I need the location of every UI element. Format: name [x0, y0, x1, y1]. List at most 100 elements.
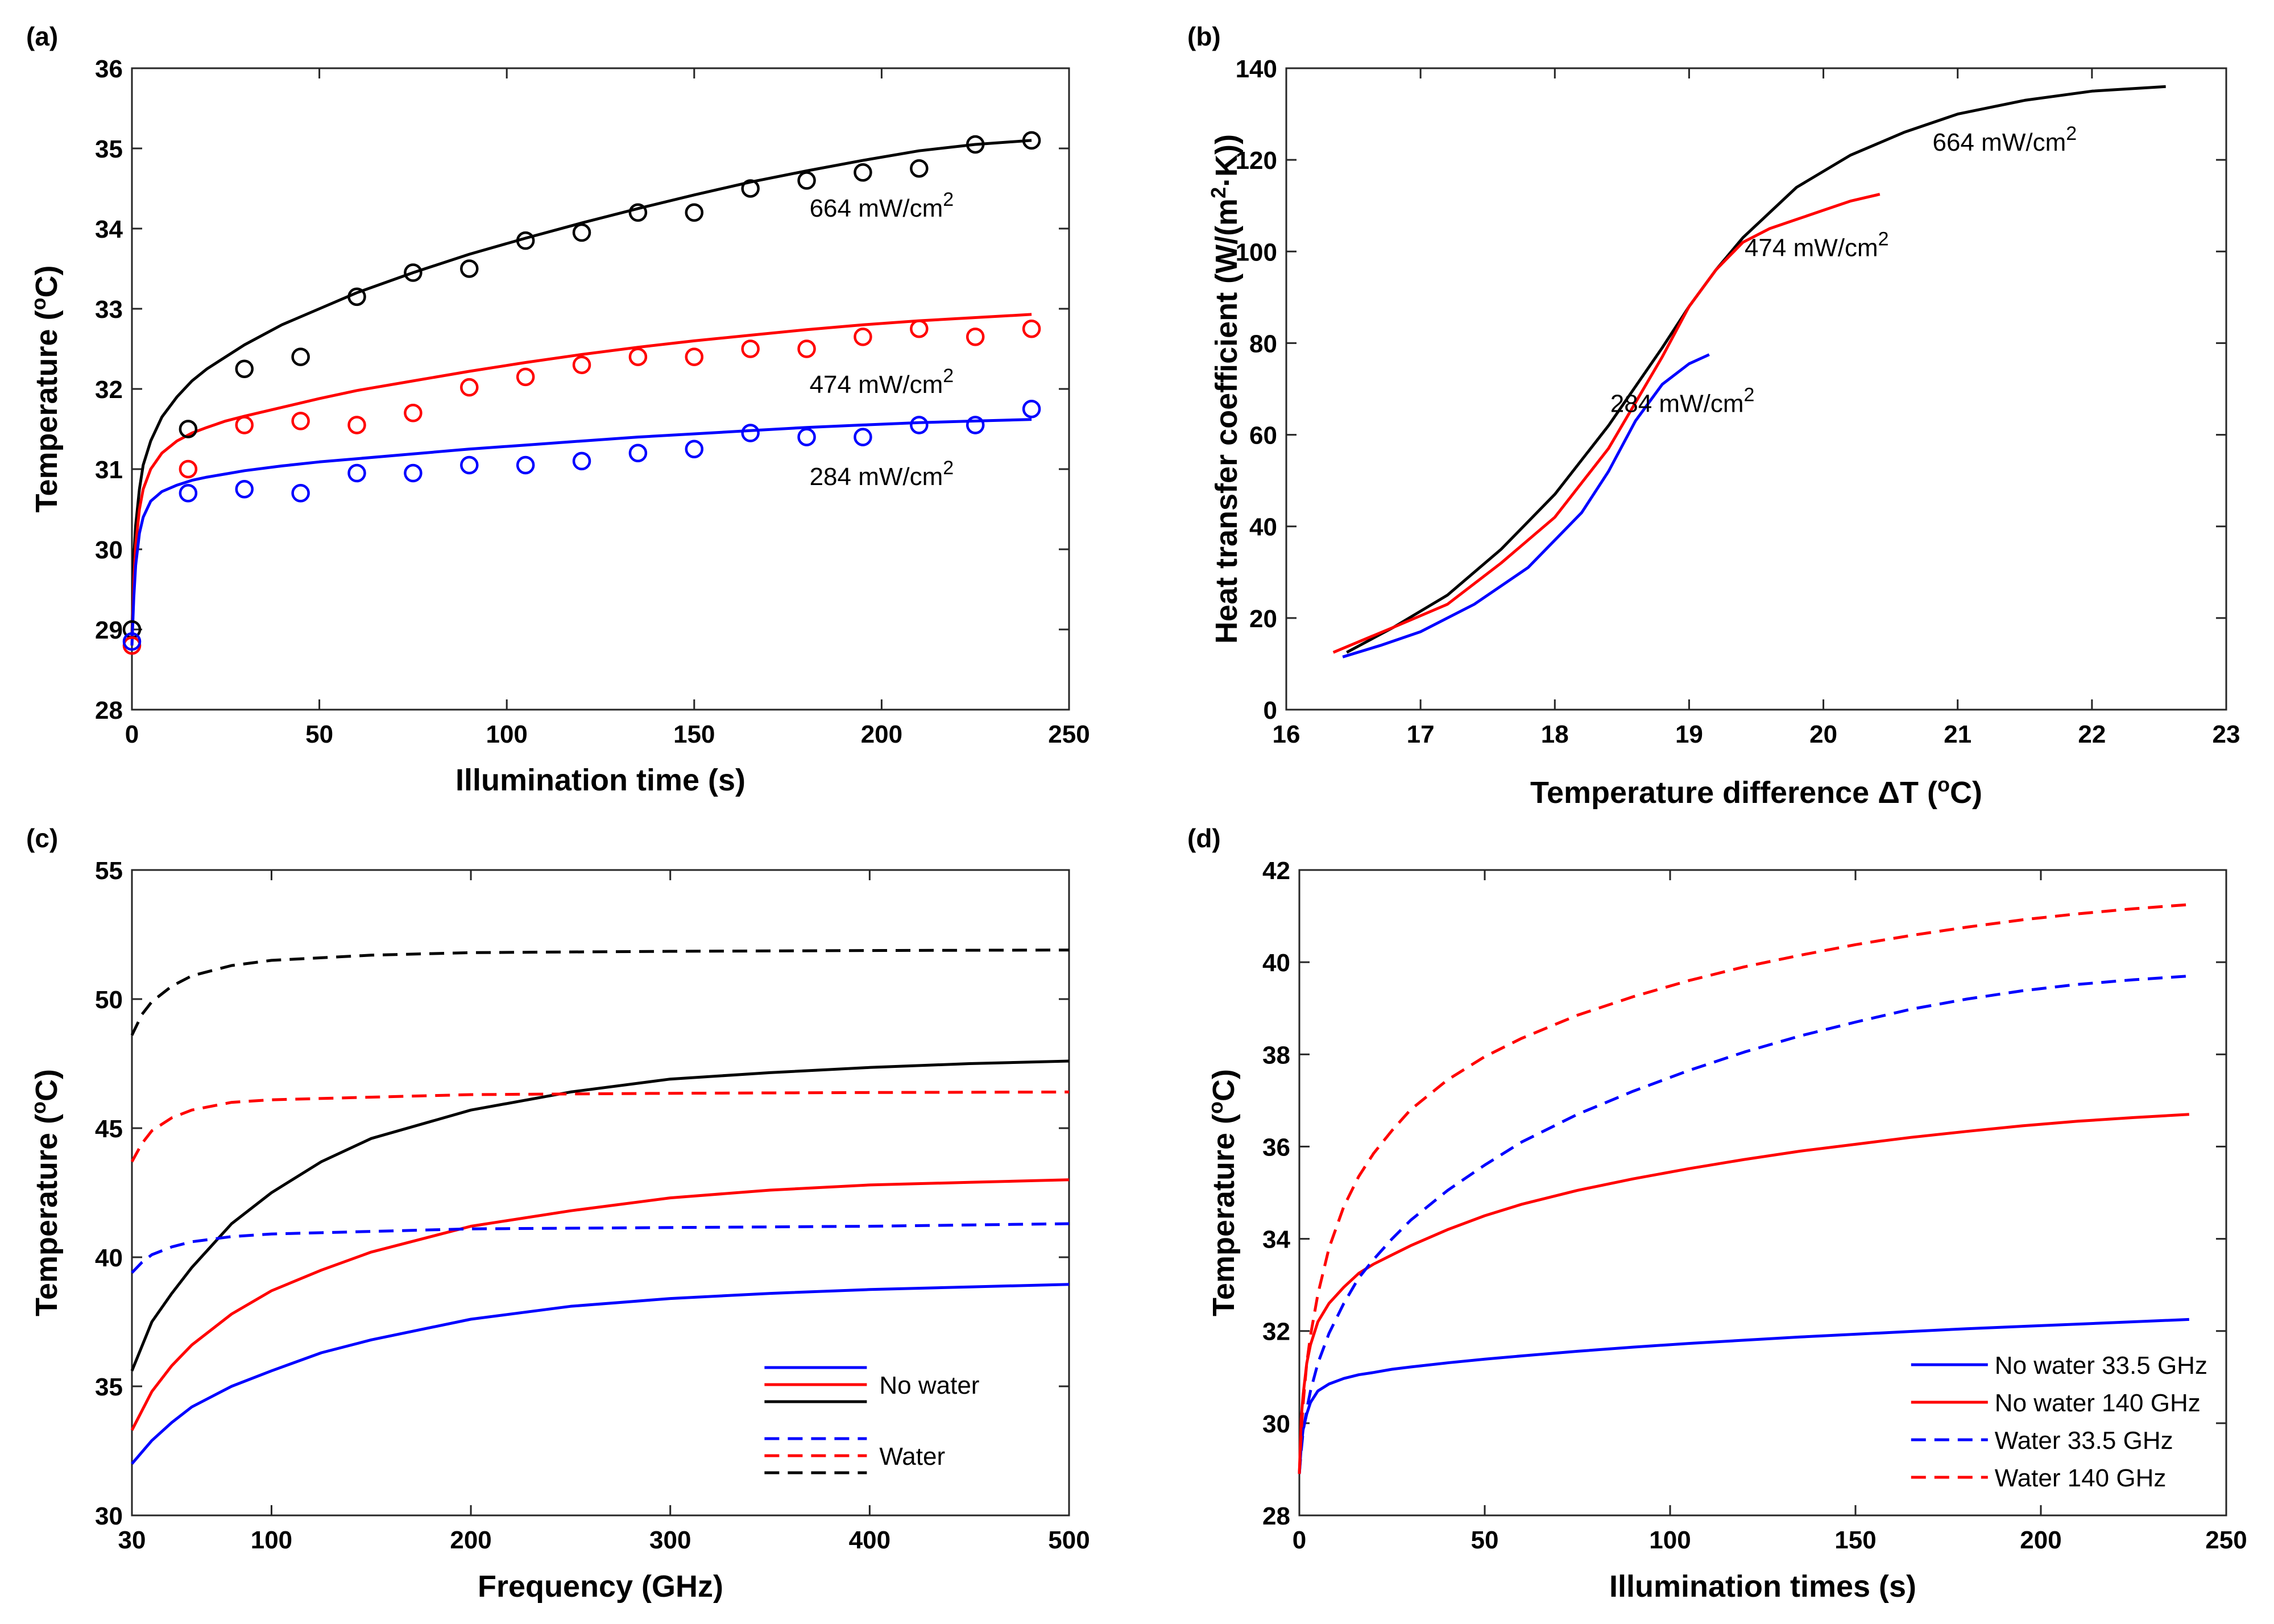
series-line [1298, 903, 2189, 1474]
data-point [516, 231, 535, 250]
y-tick-label: 0 [1264, 697, 1277, 724]
y-tick-label: 20 [1249, 605, 1277, 633]
y-tick-label: 140 [1236, 55, 1277, 83]
x-axis-title: Frequency (GHz) [478, 1569, 723, 1604]
y-axis-title: Heat transfer coefficient (W/(m2·K)) [1207, 134, 1244, 644]
panel-d: (d) 0 50 100 150 200 250 28 30 32 34 36 38 40 42 Illumi… [1187, 823, 2247, 1604]
x-tick-label: 500 [1048, 1526, 1090, 1554]
x-tick-label: 200 [861, 720, 902, 748]
x-tick-label: 0 [125, 720, 139, 748]
data-point [741, 424, 760, 442]
series-annotation: 664 mW/cm2 [1933, 123, 2077, 156]
y-tick-label: 36 [95, 55, 123, 83]
data-point [291, 412, 310, 430]
data-point [910, 416, 929, 434]
series-line [130, 139, 1032, 638]
y-tick-label: 34 [1262, 1226, 1290, 1254]
data-point [854, 163, 872, 182]
x-tick-label: 19 [1675, 720, 1703, 748]
x-tick-label: 21 [1944, 720, 1971, 748]
data-point [628, 203, 648, 222]
x-axis-title: Illumination time (s) [455, 763, 745, 797]
y-tick-label: 60 [1249, 422, 1277, 450]
data-point [572, 451, 591, 471]
data-point [347, 287, 366, 306]
y-tick-label: 33 [95, 296, 123, 324]
series-line [130, 313, 1032, 646]
x-tick-label: 23 [2213, 720, 2240, 748]
y-tick-label: 34 [95, 216, 123, 243]
y-tick-label: 40 [95, 1244, 123, 1272]
panel-label: (b) [1187, 22, 1221, 51]
legend-label: No water [879, 1372, 979, 1399]
data-point [1022, 400, 1041, 419]
series-line [131, 1222, 1070, 1274]
panel-a: (a) 0 50 100 150 200 250 28 29 30 31 32 33 34 35 36 Illu… [26, 22, 1090, 797]
series-line [1332, 193, 1880, 654]
plot-frame [1298, 869, 2227, 1517]
x-tick-label: 100 [486, 720, 527, 748]
x-tick-label: 22 [2078, 720, 2106, 748]
y-tick-label: 35 [95, 135, 123, 163]
series-line [130, 1059, 1070, 1372]
series-annotation: 284 mW/cm2 [1610, 384, 1755, 417]
x-tick-label: 20 [1809, 720, 1837, 748]
legend-label: Water [879, 1443, 945, 1470]
series-line [130, 418, 1032, 646]
data-point [685, 347, 704, 366]
data-point [235, 359, 254, 378]
y-tick-label: 40 [1262, 949, 1290, 977]
x-tick-label: 30 [118, 1526, 146, 1554]
legend-label: Water 140 GHz [1995, 1464, 2167, 1492]
data-point [572, 355, 591, 374]
data-point [572, 223, 591, 242]
legend-label: Water 33.5 GHz [1995, 1427, 2173, 1455]
data-point [1022, 320, 1041, 338]
legend: No water Water [764, 1366, 979, 1474]
y-tick-label: 31 [95, 456, 123, 484]
y-tick-label: 35 [95, 1373, 123, 1401]
panel-label: (c) [26, 823, 58, 853]
data-point [910, 320, 929, 338]
series-annotation: 474 mW/cm2 [1745, 228, 1889, 262]
x-tick-label: 150 [673, 720, 715, 748]
x-tick-label: 200 [2020, 1526, 2061, 1554]
y-tick-label: 100 [1236, 238, 1277, 266]
y-tick-label: 55 [95, 857, 123, 885]
series-annotation: 474 mW/cm2 [810, 365, 954, 399]
series-annotation: 284 mW/cm2 [810, 457, 954, 491]
x-tick-label: 250 [2205, 1526, 2247, 1554]
data-point [910, 159, 929, 178]
data-point [966, 416, 985, 434]
y-tick-label: 32 [95, 376, 123, 404]
data-point [291, 347, 310, 366]
y-tick-label: 45 [95, 1115, 123, 1143]
data-point [347, 463, 366, 483]
y-tick-label: 40 [1249, 513, 1277, 541]
panel-label: (a) [26, 22, 58, 51]
data-point [797, 428, 816, 446]
y-tick-label: 32 [1262, 1318, 1290, 1346]
y-axis-title: Temperature (oC) [27, 1069, 64, 1316]
series-line [1298, 1113, 2189, 1474]
x-tick-label: 0 [1293, 1526, 1306, 1554]
data-point [685, 203, 704, 222]
x-tick-label: 200 [450, 1526, 491, 1554]
data-point [628, 444, 648, 463]
data-point [685, 440, 704, 458]
y-tick-label: 30 [95, 1502, 123, 1530]
series-line [130, 1178, 1070, 1431]
y-tick-label: 30 [95, 536, 123, 564]
data-point [854, 428, 872, 446]
data-point [460, 378, 479, 397]
data-point [179, 484, 198, 503]
series-line [130, 1090, 1070, 1163]
data-point [797, 339, 816, 358]
plot-frame [131, 869, 1070, 1517]
x-tick-label: 16 [1273, 720, 1300, 748]
data-point [404, 463, 423, 483]
y-axis-title: Temperature (oC) [27, 265, 64, 512]
series-line [1346, 85, 2166, 654]
data-point [404, 404, 423, 422]
